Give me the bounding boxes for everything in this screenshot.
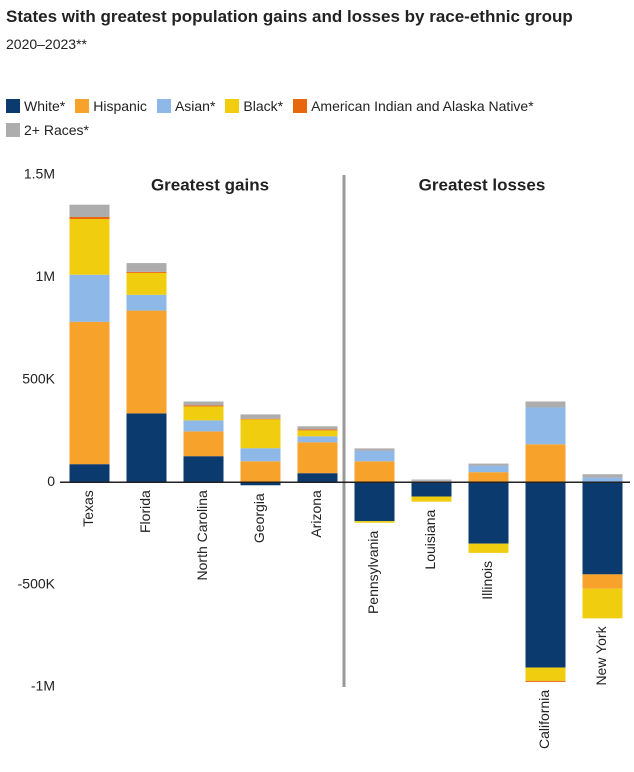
bar-segment: [297, 430, 338, 437]
bar-segment: [468, 463, 509, 465]
bar-segment: [525, 407, 566, 445]
bar-segment: [468, 472, 509, 483]
header: States with greatest population gains an…: [6, 6, 606, 52]
legend-label: Asian*: [174, 98, 216, 114]
bar-segment: [126, 413, 167, 483]
bar-segment: [183, 456, 224, 483]
legend-item: Black*: [225, 98, 283, 114]
x-tick-label: Louisiana: [422, 509, 438, 569]
bar-segment: [240, 461, 281, 483]
bar-segment: [411, 480, 452, 482]
bar-segment: [183, 431, 224, 457]
legend-item: Hispanic: [75, 98, 147, 114]
bar-segment: [240, 414, 281, 419]
legend-swatch: [6, 123, 20, 137]
y-tick-label: 0: [47, 473, 55, 489]
bar-segment: [582, 588, 623, 619]
bar-segment: [183, 420, 224, 432]
chart-title: States with greatest population gains an…: [6, 7, 573, 26]
legend-item: 2+ Races*: [6, 122, 89, 138]
legend: White* Hispanic Asian* Black* American India…: [6, 98, 626, 138]
bar-segment: [297, 426, 338, 430]
bar-segment: [69, 274, 110, 322]
bar-segment: [126, 263, 167, 272]
legend-swatch: [225, 99, 240, 113]
bar-segment: [69, 464, 110, 483]
bar-segment: [69, 204, 110, 217]
bar-segment: [354, 450, 395, 462]
bar-segment: [354, 521, 395, 523]
x-tick-label: Pennsylvania: [365, 531, 381, 614]
y-tick-label: 1.5M: [24, 166, 55, 182]
bar-segment: [297, 436, 338, 443]
bar-segment: [582, 474, 623, 478]
legend-label: 2+ Races*: [24, 122, 89, 138]
bar-segment: [525, 680, 566, 682]
annotation: Greatest losses: [419, 175, 546, 194]
bar-segment: [69, 216, 110, 220]
bar-segment: [126, 310, 167, 414]
legend-label: Black*: [243, 98, 284, 114]
chart-subtitle: 2020–2023**: [6, 36, 87, 52]
legend-label: Hispanic: [93, 98, 147, 114]
bar-segment: [240, 419, 281, 449]
bar-segment: [69, 321, 110, 465]
x-tick-label: Florida: [137, 490, 153, 533]
bar-segment: [183, 405, 224, 407]
legend-label: White*: [24, 98, 66, 114]
bar-segment: [525, 667, 566, 681]
bar-segment: [69, 219, 110, 275]
bar-segment: [354, 461, 395, 483]
x-tick-label: Arizona: [308, 490, 324, 538]
bar-segment: [354, 482, 395, 522]
bar-segment: [525, 401, 566, 408]
x-tick-label: California: [536, 690, 552, 749]
bar-segment: [525, 482, 566, 668]
x-tick-label: New York: [593, 625, 609, 685]
bar-segment: [126, 271, 167, 273]
bar-segment: [468, 482, 509, 544]
legend-item: Asian*: [156, 98, 216, 114]
bar-segment: [582, 482, 623, 575]
legend-swatch: [6, 99, 20, 113]
legend-swatch: [156, 99, 171, 113]
y-tick-label: -1M: [31, 678, 55, 694]
y-tick-label: -500K: [18, 575, 56, 591]
legend-swatch: [75, 99, 90, 113]
bar-segment: [240, 448, 281, 462]
legend-item: American Indian and Alaska Native*: [293, 98, 534, 114]
bar-segment: [411, 496, 452, 502]
bar-segment: [240, 418, 281, 420]
bar-segment: [297, 429, 338, 431]
bar-segment: [354, 448, 395, 451]
x-tick-label: Illinois: [479, 561, 495, 600]
annotation: Greatest gains: [151, 175, 269, 194]
bar-segment: [126, 272, 167, 295]
bar-segment: [126, 294, 167, 311]
x-tick-label: North Carolina: [194, 490, 210, 580]
y-tick-label: 500K: [22, 371, 55, 387]
bar-segment: [468, 465, 509, 473]
bar-segment: [582, 477, 623, 483]
bar-segment: [582, 574, 623, 589]
bar-segment: [411, 479, 452, 481]
y-tick-label: 1M: [36, 268, 55, 284]
legend-item: White*: [6, 98, 65, 114]
bar-segment: [297, 473, 338, 483]
legend-label: American Indian and Alaska Native*: [311, 98, 534, 114]
bar-segment: [411, 482, 452, 497]
bar-segment: [183, 406, 224, 421]
bar-segment: [525, 444, 566, 483]
x-tick-label: Georgia: [251, 493, 267, 543]
bar-segment: [183, 401, 224, 406]
bar-segment: [297, 442, 338, 474]
x-tick-label: Texas: [80, 490, 96, 527]
bar-segment: [468, 543, 509, 553]
legend-swatch: [293, 99, 308, 113]
bar-segment: [240, 482, 281, 486]
